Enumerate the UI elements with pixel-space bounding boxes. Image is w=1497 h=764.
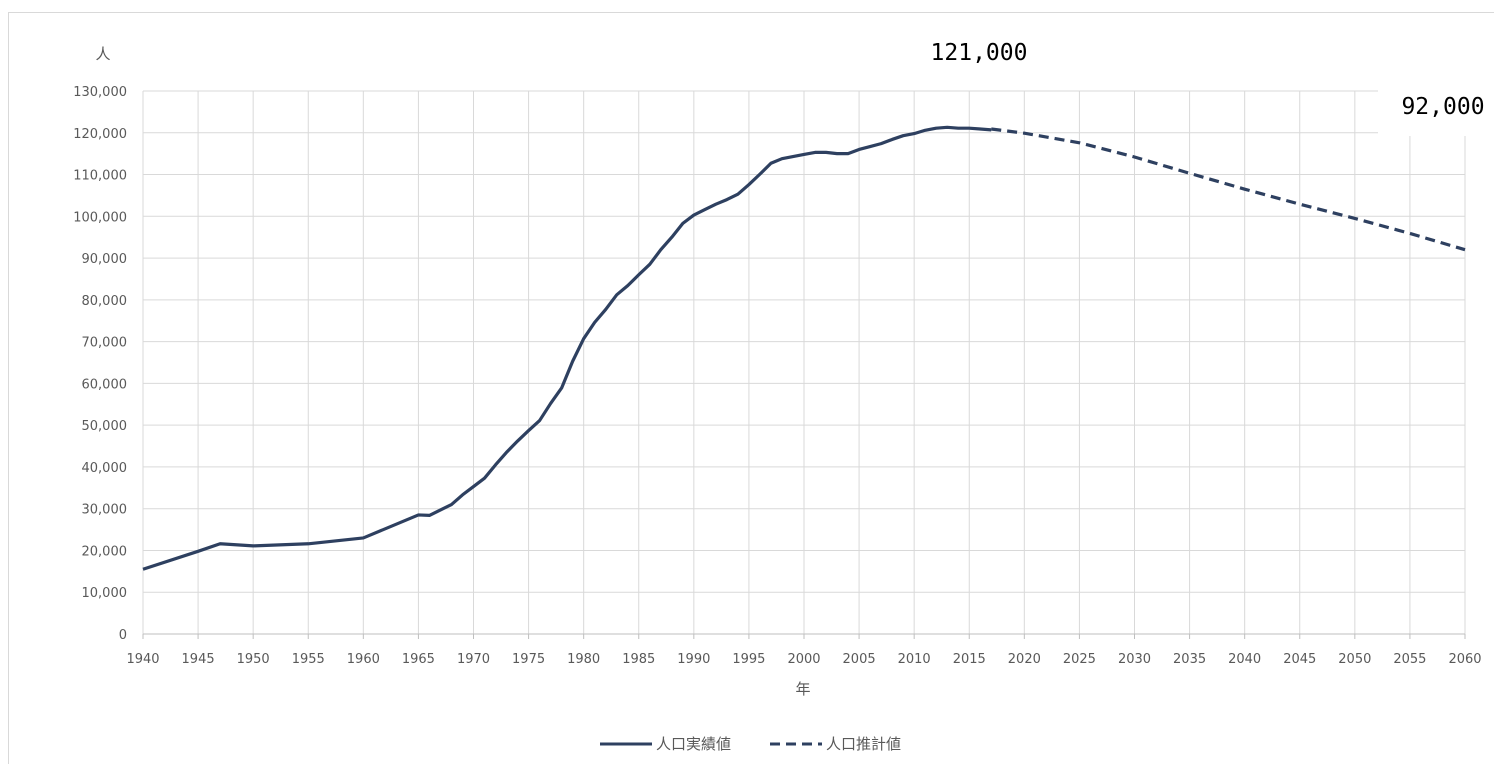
x-tick-label: 2030	[1118, 652, 1151, 667]
x-axis-title: 年	[795, 680, 810, 698]
y-tick-label: 60,000	[82, 377, 128, 392]
legend: 人口実績値 人口推計値	[600, 735, 901, 753]
axes	[142, 633, 1466, 639]
y-tick-label: 30,000	[82, 503, 128, 518]
gridlines	[142, 90, 1466, 635]
y-tick-label: 130,000	[73, 85, 127, 100]
x-tick-label: 1985	[622, 652, 655, 667]
series-line-actual	[142, 125, 992, 571]
tick-labels: 0 10,000 20,000 30,000 40,000 50,000 60,000 70,…	[73, 85, 1481, 667]
x-tick-label: 1975	[512, 652, 545, 667]
x-tick-label: 2035	[1173, 652, 1206, 667]
callouts: 121,000 92,000	[931, 40, 1490, 136]
x-tick-label: 2015	[953, 652, 986, 667]
x-tick-label: 2045	[1283, 652, 1316, 667]
y-tick-label: 40,000	[82, 461, 128, 476]
series-line-projection	[991, 127, 1466, 252]
callout-end-label: 92,000	[1401, 94, 1484, 120]
x-tick-label: 2060	[1448, 652, 1481, 667]
x-tick-label: 1980	[567, 652, 600, 667]
legend-label-actual: 人口実績値	[656, 735, 731, 753]
chart-frame	[8, 12, 1494, 764]
x-tick-label: 2005	[843, 652, 876, 667]
x-tick-label: 1950	[237, 652, 270, 667]
x-tick-label: 2040	[1228, 652, 1261, 667]
y-tick-label: 10,000	[82, 586, 128, 601]
callout-peak-label: 121,000	[931, 40, 1028, 66]
x-tick-label: 1995	[732, 652, 765, 667]
x-tick-label: 1965	[402, 652, 435, 667]
x-tick-label: 1990	[677, 652, 710, 667]
y-tick-label: 90,000	[82, 252, 128, 267]
y-tick-label: 110,000	[73, 169, 127, 184]
y-tick-label: 70,000	[82, 336, 128, 351]
legend-label-projection: 人口推計値	[826, 735, 901, 753]
x-tick-label: 1955	[292, 652, 325, 667]
series-lines	[142, 125, 1466, 571]
callout-end-background	[1378, 88, 1490, 136]
x-tick-label: 1940	[126, 652, 159, 667]
y-tick-label: 20,000	[82, 544, 128, 559]
x-tick-label: 2020	[1008, 652, 1041, 667]
y-tick-label: 100,000	[73, 210, 127, 225]
x-tick-label: 2000	[787, 652, 820, 667]
x-tick-label: 1960	[347, 652, 380, 667]
y-tick-label: 50,000	[82, 419, 128, 434]
x-tick-label: 2010	[898, 652, 931, 667]
x-tick-label: 2025	[1063, 652, 1096, 667]
x-tick-label: 2055	[1393, 652, 1426, 667]
x-tick-label: 1970	[457, 652, 490, 667]
x-tick-label: 1945	[182, 652, 215, 667]
y-tick-label: 0	[119, 628, 127, 643]
y-tick-label: 80,000	[82, 294, 128, 309]
y-tick-label: 120,000	[73, 127, 127, 142]
x-tick-label: 2050	[1338, 652, 1371, 667]
y-axis-unit-label: 人	[95, 45, 110, 63]
